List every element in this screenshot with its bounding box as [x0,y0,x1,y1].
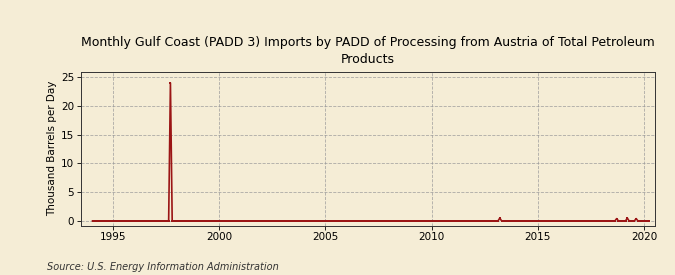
Title: Monthly Gulf Coast (PADD 3) Imports by PADD of Processing from Austria of Total : Monthly Gulf Coast (PADD 3) Imports by P… [81,36,655,66]
Y-axis label: Thousand Barrels per Day: Thousand Barrels per Day [47,81,57,216]
Text: Source: U.S. Energy Information Administration: Source: U.S. Energy Information Administ… [47,262,279,272]
